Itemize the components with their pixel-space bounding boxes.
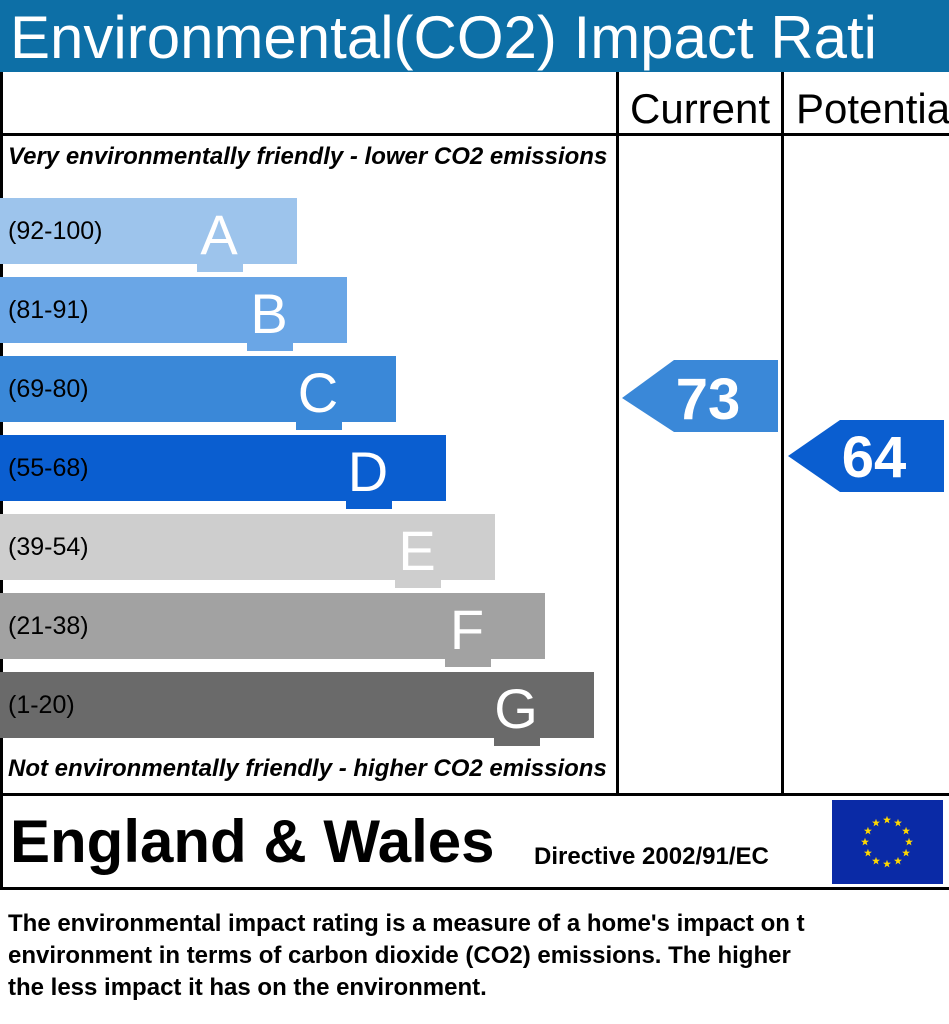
eu-star-icon <box>902 848 911 857</box>
current-rating-value: 73 <box>676 367 741 432</box>
description-text: The environmental impact rating is a mea… <box>8 910 805 1001</box>
frame-bottom <box>0 887 949 890</box>
eu-star-icon <box>863 826 872 835</box>
band-a <box>0 198 297 264</box>
band-c-range: (69-80) <box>8 375 89 403</box>
band-c-letter: C <box>297 361 339 424</box>
eu-star-icon <box>872 856 880 865</box>
eu-star-icon <box>883 815 891 824</box>
column-header-current: Current <box>630 85 771 132</box>
band-g-letter: G <box>494 677 538 740</box>
current-rating-arrow <box>622 360 778 432</box>
band-e-letter-tab <box>395 578 441 588</box>
divider-current <box>616 72 619 794</box>
column-header-potential: Potentia <box>796 85 949 132</box>
eu-star-icon <box>902 826 911 835</box>
potential-rating-marker: 64 <box>788 420 944 492</box>
eu-star-icon <box>863 848 872 857</box>
eu-star-icon <box>905 837 913 846</box>
band-e-range: (39-54) <box>8 533 89 561</box>
band-f-letter: F <box>449 598 485 661</box>
frame-footer-top <box>0 793 949 796</box>
potential-rating-arrow <box>788 420 944 492</box>
band-a-range: (92-100) <box>8 217 103 245</box>
band-c-letter-tab <box>296 420 342 430</box>
divider-potential <box>781 72 784 794</box>
eu-flag-field <box>832 800 943 884</box>
band-b-letter: B <box>250 282 288 345</box>
band-g <box>0 672 594 738</box>
chart-title: Environmental(CO2) Impact Rati <box>10 4 877 71</box>
band-b-range: (81-91) <box>8 296 89 324</box>
potential-rating-value: 64 <box>842 425 907 490</box>
band-a-letter-tab <box>197 262 243 272</box>
band-b-letter-tab <box>247 341 293 351</box>
band-e-letter: E <box>398 519 436 582</box>
band-d-letter: D <box>347 440 389 503</box>
eu-star-icon <box>872 818 880 827</box>
band-g-letter-tab <box>494 736 540 746</box>
frame-header-bottom <box>0 133 949 136</box>
band-f <box>0 593 545 659</box>
title-bar: Environmental(CO2) Impact Rati <box>0 0 949 72</box>
band-d-letter-tab <box>346 499 392 509</box>
band-g-range: (1-20) <box>8 691 75 719</box>
directive-label: Directive 2002/91/EC <box>534 843 769 870</box>
eu-flag-icon <box>832 800 943 884</box>
band-f-letter-tab <box>445 657 491 667</box>
current-rating-marker: 73 <box>622 360 778 432</box>
band-e <box>0 514 495 580</box>
band-f-range: (21-38) <box>8 612 89 640</box>
band-d <box>0 435 446 501</box>
region-label: England & Wales <box>10 808 495 875</box>
eu-star-icon <box>883 859 891 868</box>
band-d-range: (55-68) <box>8 454 89 482</box>
note-top: Very environmentally friendly - lower CO… <box>8 143 608 170</box>
band-b <box>0 277 347 343</box>
note-bottom: Not environmentally friendly - higher CO… <box>8 755 607 782</box>
eu-star-icon <box>861 837 869 846</box>
eu-star-icon <box>894 856 902 865</box>
eu-star-icon <box>894 818 902 827</box>
band-a-letter: A <box>200 203 238 266</box>
band-c <box>0 356 396 422</box>
